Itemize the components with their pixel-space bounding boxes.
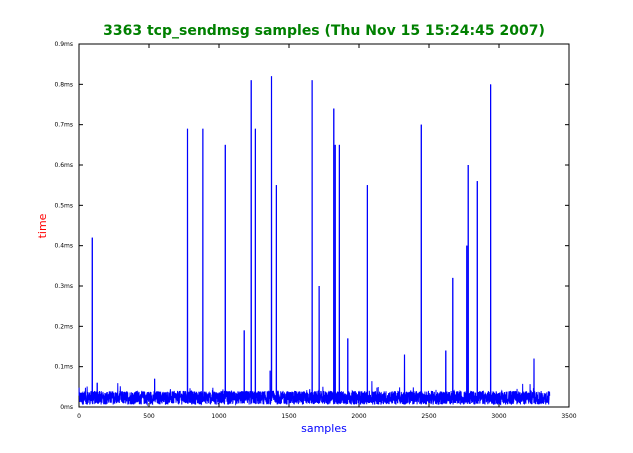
x-tick-label: 2500: [421, 413, 436, 420]
y-tick-label: 0.7ms: [54, 122, 73, 129]
y-tick-label: 0.9ms: [54, 41, 73, 48]
chart-title: 3363 tcp_sendmsg samples (Thu Nov 15 15:…: [103, 23, 545, 39]
x-tick-label: 1500: [281, 413, 296, 420]
y-tick-label: 0.2ms: [54, 323, 73, 330]
y-tick-label: 0.8ms: [54, 81, 73, 88]
y-tick-label: 0ms: [60, 404, 73, 411]
y-tick-label: 0.1ms: [54, 364, 73, 371]
y-tick-label: 0.4ms: [54, 243, 73, 250]
x-tick-label: 3500: [561, 413, 576, 420]
x-tick-label: 1000: [211, 413, 226, 420]
x-axis: 0 500 1000 1500 2000 2500 3000 3500: [77, 44, 577, 420]
y-axis: 0ms 0.1ms 0.2ms 0.3ms 0.4ms 0.5ms 0.6ms 0.7ms 0.…: [54, 41, 569, 411]
y-tick-label: 0.5ms: [54, 202, 73, 209]
plot-area: [78, 43, 570, 408]
y-tick-label: 0.6ms: [54, 162, 73, 169]
x-tick-label: 0: [77, 413, 81, 420]
x-tick-label: 2000: [351, 413, 366, 420]
y-tick-label: 0.3ms: [54, 283, 73, 290]
x-axis-label: samples: [301, 422, 347, 435]
spike-points: [91, 76, 535, 399]
x-tick-label: 500: [143, 413, 155, 420]
y-axis-label: time: [36, 213, 49, 238]
x-tick-label: 3000: [491, 413, 506, 420]
series-line: [78, 76, 551, 407]
